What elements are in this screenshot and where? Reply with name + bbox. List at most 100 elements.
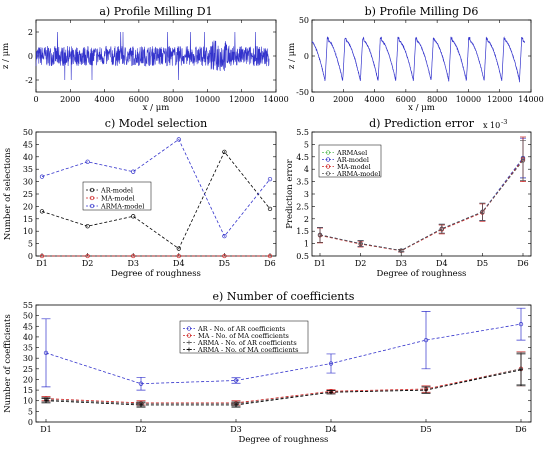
chart-c-ytick-label: 30 — [23, 178, 33, 187]
chart-e-series-3-point — [139, 402, 143, 407]
chart-e-series-0-errorbar — [41, 318, 51, 388]
chart-d-legend-label: ARMAsel — [336, 149, 367, 157]
chart-d-ytick-label: 5 — [304, 140, 309, 149]
chart-d-title: d) Prediction error — [369, 117, 475, 130]
chart-c-frame — [35, 131, 277, 257]
chart-c-series-2-point — [267, 176, 273, 182]
chart-e-title: e) Number of coefficients — [213, 290, 355, 303]
chart-c-series-2-point — [176, 137, 181, 142]
chart-b-xtick-label: 14000 — [518, 95, 543, 104]
chart-a-series-line — [35, 31, 270, 81]
chart-d-ytick-label: 4.5 — [296, 153, 309, 162]
chart-a-xtick-label: 4000 — [94, 95, 114, 104]
chart-d-ytick-label: 2.5 — [296, 202, 309, 211]
chart-b-xtick-label: 8000 — [427, 95, 447, 104]
chart-d-legend-label: MA-model — [337, 163, 371, 171]
chart-b-ylabel: z / μm — [287, 43, 297, 69]
chart-e-frame — [35, 304, 532, 423]
chart-b-title: b) Profile Milling D6 — [365, 5, 479, 18]
chart-c-series-2-point — [85, 159, 90, 164]
chart-e-legend-label: ARMA - No. of AR coefficients — [197, 339, 297, 347]
chart-c-legend-label: ARMA-model — [100, 202, 144, 210]
chart-d-xtick-label: D5 — [477, 259, 489, 268]
chart-e-series-0-point — [138, 381, 144, 386]
chart-a-ylabel: z / μm — [1, 43, 11, 69]
chart-d-series-3-point — [399, 248, 404, 253]
chart-a-ytick-label: 2 — [28, 28, 33, 37]
chart-b-frame — [311, 19, 532, 93]
chart-d-ytick-label: 3 — [304, 190, 309, 199]
chart-e-legend-marker — [187, 347, 191, 352]
chart-e-series-1-line — [45, 368, 522, 404]
chart-e-series-0-point — [328, 361, 334, 366]
chart-d-xlabel: Degree of roughness — [377, 269, 467, 279]
chart-d-legend-marker — [325, 150, 331, 155]
chart-b-xlabel: x / μm — [408, 103, 435, 113]
chart-b-ytick-label: 0 — [304, 52, 309, 61]
chart-e-series-0-errorbar — [421, 311, 431, 370]
chart-c-ylabel: Number of selections — [3, 148, 13, 240]
chart-e-legend-label: AR - No. of AR coefficients — [197, 325, 285, 333]
chart-e-series-3-line — [45, 369, 522, 406]
chart-e-ytick-label: 15 — [23, 386, 33, 395]
chart-e-ytick-label: 25 — [23, 365, 33, 374]
chart-d-ytick-label: 5.5 — [296, 128, 309, 137]
chart-e-series-0-errorbar — [326, 353, 336, 374]
chart-d-ytick-label: 0.5 — [296, 252, 309, 261]
chart-c-ytick-label: 0 — [28, 252, 33, 261]
chart-d-legend-label: ARMA-model — [336, 170, 380, 178]
chart-e-series-3-point — [424, 388, 428, 393]
chart-d-scale-label: x 10 — [483, 121, 500, 130]
chart-d-xtick-label: D1 — [314, 259, 326, 268]
chart-d-series-3-errorbar — [317, 227, 323, 243]
chart-e-ytick-label: 5 — [28, 407, 33, 416]
chart-e-series-3-point — [519, 367, 523, 372]
chart-e-ytick-label: 0 — [28, 418, 33, 427]
chart-c-xtick-label: D3 — [127, 259, 139, 268]
chart-d-ytick-label: 4 — [304, 165, 309, 174]
chart-e-xtick-label: D2 — [135, 425, 147, 434]
chart-d-series-3-errorbar — [479, 202, 486, 221]
chart-a-xtick-label: 10000 — [195, 95, 220, 104]
chart-c-xtick-label: D2 — [82, 259, 94, 268]
chart-e-series-0-point — [518, 321, 524, 327]
chart-a-title: a) Profile Milling D1 — [99, 5, 212, 18]
chart-c-xtick-label: D1 — [36, 259, 48, 268]
chart-a-xtick-label: 6000 — [129, 95, 149, 104]
chart-e-ytick-label: 55 — [23, 301, 33, 310]
chart-d-legend-marker — [325, 164, 331, 169]
chart-c-ytick-label: 40 — [23, 153, 33, 162]
chart-d-ytick-label: 1.5 — [296, 227, 309, 236]
chart-c-legend-label: AR-model — [100, 186, 133, 194]
chart-a-xtick-label: 0 — [33, 95, 38, 104]
chart-e-xtick-label: D5 — [420, 425, 432, 434]
chart-e-xtick-label: D1 — [40, 425, 52, 434]
chart-b-xtick-label: 6000 — [396, 95, 416, 104]
chart-c-series-1-point — [176, 253, 181, 259]
chart-e-series-0-point — [43, 350, 49, 356]
chart-c-series-1-point — [267, 253, 273, 259]
chart-e-legend-label: MA - No. of MA coefficients — [198, 332, 289, 340]
chart-b-xtick-label: 2000 — [333, 95, 353, 104]
chart-e-xtick-label: D6 — [515, 425, 527, 434]
chart-c-series-1-point — [131, 253, 136, 259]
chart-a-xtick-label: 12000 — [229, 95, 254, 104]
chart-d-series-3-line — [319, 160, 524, 251]
chart-c-title: c) Model selection — [105, 117, 207, 130]
chart-d-series-3-errorbar — [398, 248, 405, 253]
chart-e-ytick-label: 35 — [23, 344, 33, 353]
chart-e-series-3-point — [234, 402, 238, 407]
chart-c-series-0-line — [41, 151, 271, 250]
chart-a-xtick-label: 2000 — [60, 95, 80, 104]
chart-d-scale-exponent: -3 — [501, 118, 507, 126]
chart-d-legend-marker — [325, 171, 331, 176]
chart-e-series-3-point — [44, 398, 48, 403]
chart-b-xtick-label: 0 — [309, 95, 314, 104]
chart-c-legend-marker — [89, 187, 95, 193]
chart-e-series-0-line — [45, 323, 522, 385]
chart-a-xlabel: x / μm — [143, 103, 170, 113]
chart-d-series-3-point — [520, 158, 526, 163]
chart-e-legend-label: ARMA - No. of MA coefficients — [197, 346, 298, 354]
chart-b-ytick-label: 50 — [299, 16, 309, 25]
